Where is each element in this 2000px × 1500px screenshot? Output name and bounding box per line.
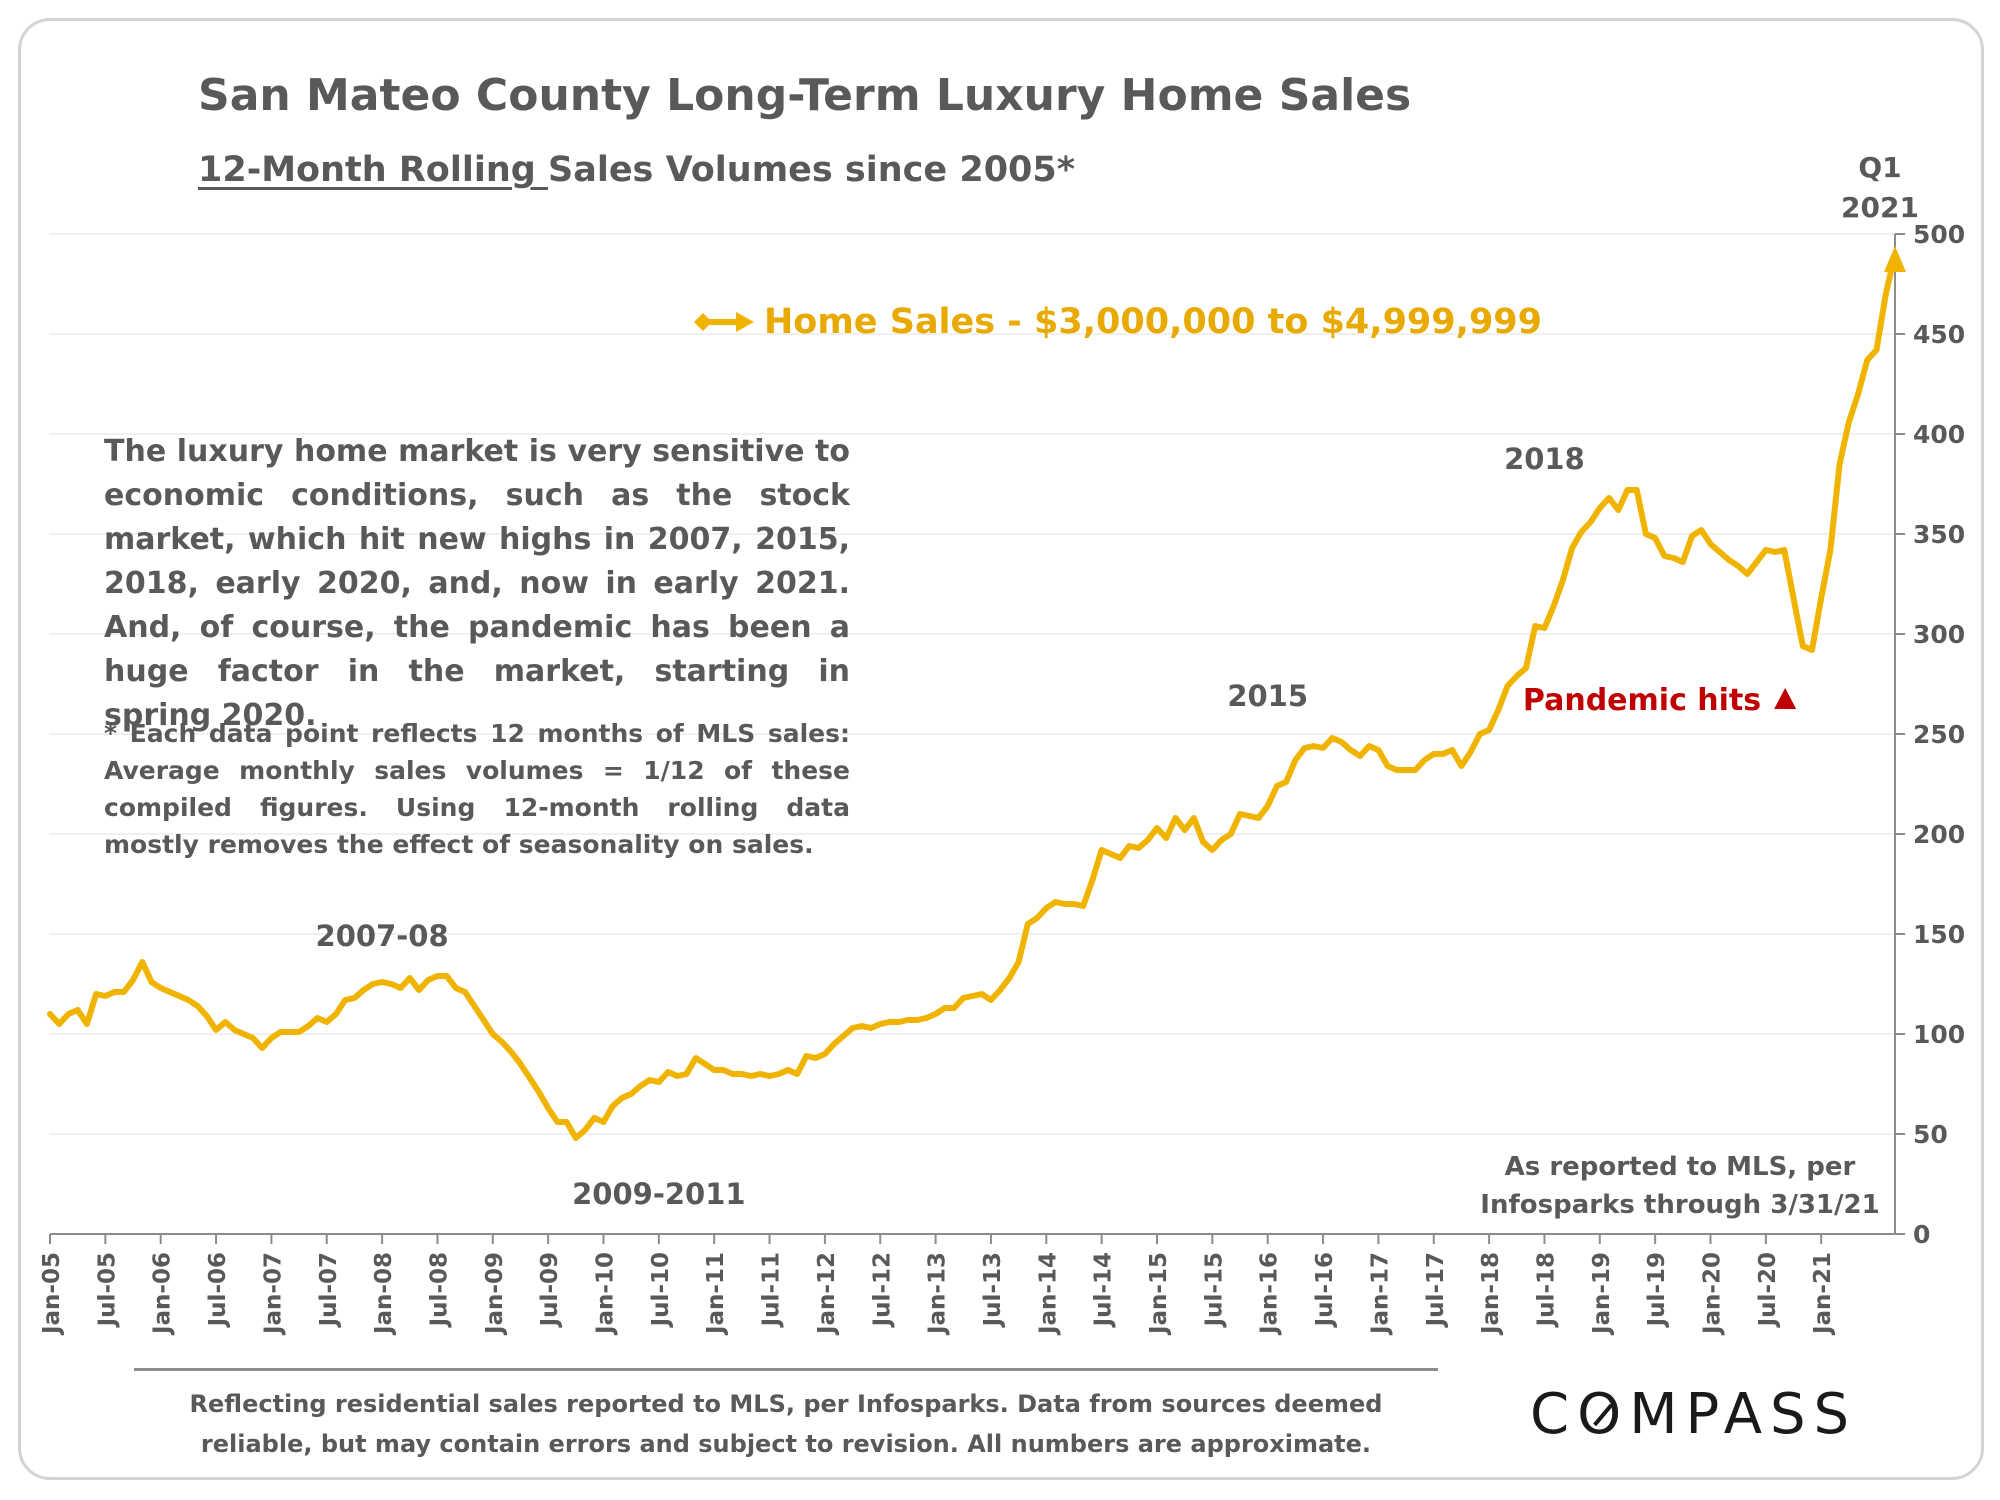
x-tick-label: Jan-20 bbox=[1700, 1252, 1726, 1336]
source-note-line1: As reported to MLS, per bbox=[1504, 1152, 1856, 1182]
x-tick-label: Jul-20 bbox=[1755, 1252, 1781, 1328]
x-tick-label: Jan-09 bbox=[482, 1252, 508, 1336]
x-tick-label: Jul-06 bbox=[205, 1252, 231, 1328]
x-tick-label: Jan-18 bbox=[1478, 1252, 1504, 1336]
subtitle-rest: Sales Volumes since 2005* bbox=[548, 150, 1076, 190]
x-tick-label: Jan-15 bbox=[1146, 1252, 1172, 1336]
q1-label-line1: Q1 bbox=[1858, 151, 1902, 184]
x-tick-label: Jul-18 bbox=[1533, 1252, 1559, 1328]
pandemic-annotation: Pandemic hits bbox=[1523, 683, 1761, 718]
x-tick-label: Jan-17 bbox=[1367, 1252, 1393, 1336]
x-tick-label: Jul-12 bbox=[869, 1252, 895, 1328]
x-tick-label: Jul-10 bbox=[648, 1252, 674, 1328]
chart-frame bbox=[18, 18, 1984, 1480]
chart-subtitle: 12-Month Rolling Sales Volumes since 200… bbox=[198, 150, 1075, 190]
x-tick-label: Jan-06 bbox=[150, 1252, 176, 1336]
x-tick-label: Jan-13 bbox=[925, 1252, 951, 1336]
y-tick-label: 200 bbox=[1913, 820, 1965, 849]
x-tick-label: Jul-07 bbox=[316, 1252, 342, 1328]
methodology-footnote: * Each data point reflects 12 months of … bbox=[104, 719, 850, 859]
series-line bbox=[47, 251, 1898, 1141]
triangle-up-icon bbox=[1774, 688, 1797, 709]
y-tick-label: 300 bbox=[1913, 620, 1965, 649]
q1-label-line2: 2021 bbox=[1841, 191, 1919, 224]
commentary-paragraph: The luxury home market is very sensitive… bbox=[104, 434, 850, 733]
y-tick-label: 450 bbox=[1913, 320, 1965, 349]
x-tick-label: Jan-14 bbox=[1035, 1252, 1061, 1336]
period-annotation: 2009-2011 bbox=[572, 1177, 745, 1211]
period-annotation: 2015 bbox=[1227, 679, 1308, 713]
series-end-arrow bbox=[1884, 246, 1906, 272]
x-tick-label: Jul-19 bbox=[1644, 1252, 1670, 1328]
compass-logo: COMPASS bbox=[1530, 1382, 1857, 1447]
footer-line2: reliable, but may contain errors and sub… bbox=[200, 1430, 1372, 1458]
x-tick-label: Jan-05 bbox=[39, 1252, 65, 1336]
chart-title: San Mateo County Long-Term Luxury Home S… bbox=[198, 70, 1412, 121]
x-tick-label: Jul-16 bbox=[1312, 1252, 1338, 1328]
x-tick-label: Jan-19 bbox=[1589, 1252, 1615, 1336]
y-tick-label: 150 bbox=[1913, 920, 1965, 949]
footer-line1: Reflecting residential sales reported to… bbox=[189, 1390, 1383, 1418]
legend-marker-icon bbox=[694, 312, 754, 332]
x-tick-label: Jul-15 bbox=[1201, 1252, 1227, 1328]
logo-prefix: C bbox=[1530, 1382, 1578, 1447]
logo-suffix: MPASS bbox=[1629, 1382, 1858, 1447]
y-tick-label: 50 bbox=[1913, 1120, 1948, 1149]
q1-2021-label: Q1 2021 bbox=[1820, 148, 1940, 228]
x-tick-label: Jan-12 bbox=[814, 1252, 840, 1336]
x-tick-label: Jul-11 bbox=[759, 1252, 785, 1328]
x-tick-label: Jan-21 bbox=[1810, 1252, 1836, 1336]
x-tick-label: Jan-11 bbox=[703, 1252, 729, 1336]
subtitle-underlined: 12-Month Rolling bbox=[198, 150, 548, 190]
y-tick-label: 100 bbox=[1913, 1020, 1965, 1049]
y-tick-label: 500 bbox=[1913, 220, 1965, 249]
period-annotation: 2018 bbox=[1504, 442, 1585, 476]
y-tick-label: 350 bbox=[1913, 520, 1965, 549]
footer-divider bbox=[134, 1368, 1438, 1371]
period-annotation: 2007-08 bbox=[316, 919, 449, 953]
legend-series-name: Home Sales - $3,000,000 to $4,999,999 bbox=[764, 302, 1542, 342]
y-tick-label: 400 bbox=[1913, 420, 1965, 449]
legend: Home Sales - $3,000,000 to $4,999,999 bbox=[692, 302, 1542, 342]
x-tick-label: Jul-05 bbox=[94, 1252, 120, 1328]
y-tick-label: 250 bbox=[1913, 720, 1965, 749]
y-tick-label: 0 bbox=[1913, 1220, 1930, 1249]
x-tick-label: Jul-09 bbox=[537, 1252, 563, 1328]
x-tick-label: Jul-08 bbox=[426, 1252, 452, 1328]
x-tick-label: Jul-13 bbox=[980, 1252, 1006, 1328]
x-tick-label: Jan-08 bbox=[371, 1252, 397, 1336]
logo-ring: O bbox=[1577, 1382, 1629, 1447]
source-note: As reported to MLS, per Infosparks throu… bbox=[1450, 1148, 1910, 1224]
x-tick-label: Jul-17 bbox=[1423, 1252, 1449, 1328]
footer-disclaimer: Reflecting residential sales reported to… bbox=[134, 1384, 1438, 1464]
x-tick-label: Jan-07 bbox=[260, 1252, 286, 1336]
source-note-line2: Infosparks through 3/31/21 bbox=[1480, 1190, 1880, 1220]
x-tick-label: Jul-14 bbox=[1091, 1252, 1117, 1328]
x-tick-label: Jan-10 bbox=[593, 1252, 619, 1336]
x-tick-label: Jan-16 bbox=[1257, 1252, 1283, 1336]
